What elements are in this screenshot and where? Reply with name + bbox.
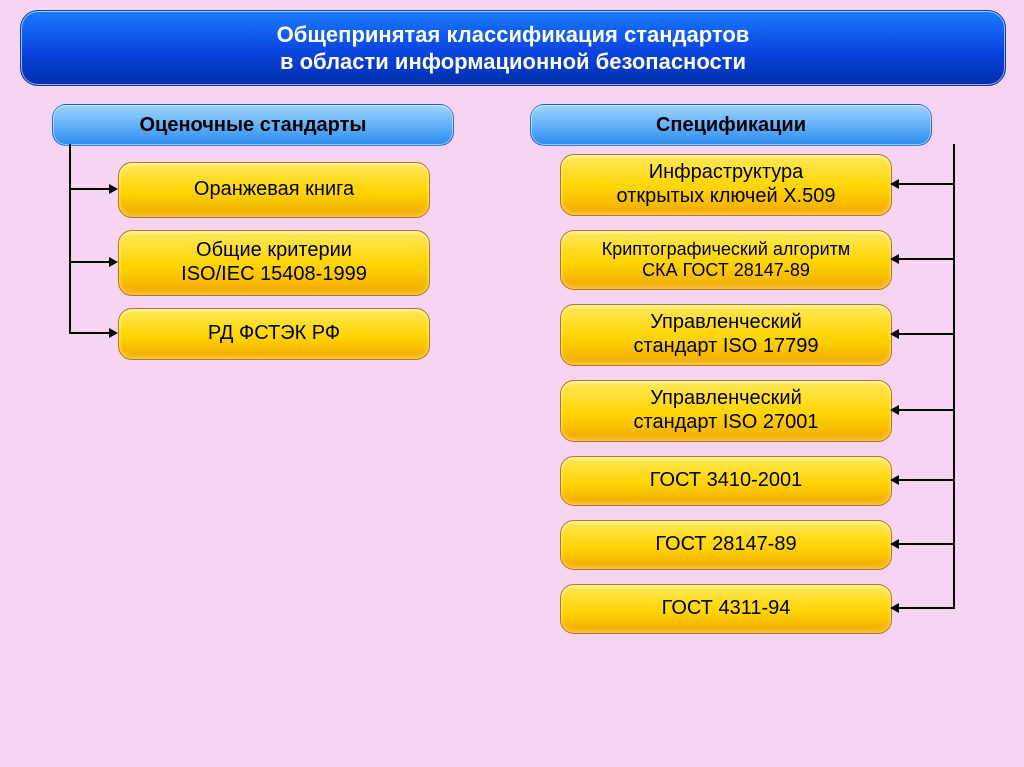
connector-h — [70, 261, 109, 263]
item-box-right-0: Инфраструктураоткрытых ключей Х.509 — [560, 154, 892, 216]
connector-arrow — [109, 328, 118, 338]
connector-arrow — [890, 475, 899, 485]
item-box-right-6: ГОСТ 4311-94 — [560, 584, 892, 634]
title-line1: Общепринятая классификация стандартов — [277, 21, 750, 49]
item-label: Управленческий — [650, 387, 802, 411]
connector-h — [899, 607, 954, 609]
connector-v — [69, 144, 71, 334]
category-header-specifications: Спецификации — [530, 104, 932, 146]
item-label: СКА ГОСТ 28147-89 — [642, 260, 810, 281]
connector-arrow — [109, 184, 118, 194]
item-box-right-2: Управленческийстандарт ISO 17799 — [560, 304, 892, 366]
connector-arrow — [890, 539, 899, 549]
item-label: Инфраструктура — [649, 161, 804, 185]
connector-h — [70, 332, 109, 334]
connector-h — [899, 409, 954, 411]
item-label: РД ФСТЭК РФ — [208, 322, 340, 346]
connector-arrow — [890, 603, 899, 613]
item-box-right-1: Криптографический алгоритмСКА ГОСТ 28147… — [560, 230, 892, 290]
item-box-left-2: РД ФСТЭК РФ — [118, 308, 430, 360]
connector-arrow — [890, 179, 899, 189]
connector-arrow — [890, 254, 899, 264]
connector-h — [899, 183, 954, 185]
connector-h — [899, 543, 954, 545]
category-header-evaluation-label: Оценочные стандарты — [140, 114, 367, 137]
item-box-left-1: Общие критерииISO/IEC 15408-1999 — [118, 230, 430, 296]
title-banner: Общепринятая классификация стандартов в … — [20, 10, 1006, 86]
category-header-evaluation: Оценочные стандарты — [52, 104, 454, 146]
item-box-left-0: Оранжевая книга — [118, 162, 430, 218]
item-label: стандарт ISO 27001 — [634, 411, 819, 435]
item-box-right-3: Управленческийстандарт ISO 27001 — [560, 380, 892, 442]
item-box-right-4: ГОСТ 3410-2001 — [560, 456, 892, 506]
connector-h — [899, 479, 954, 481]
title-line2: в области информационной безопасности — [280, 48, 746, 76]
item-label: ГОСТ 3410-2001 — [650, 469, 802, 493]
connector-h — [899, 258, 954, 260]
item-label: ГОСТ 28147-89 — [655, 533, 796, 557]
connector-h — [899, 333, 954, 335]
connector-arrow — [890, 405, 899, 415]
item-box-right-5: ГОСТ 28147-89 — [560, 520, 892, 570]
item-label: открытых ключей Х.509 — [617, 185, 836, 209]
connector-h — [70, 188, 109, 190]
item-label: стандарт ISO 17799 — [634, 335, 819, 359]
item-label: Криптографический алгоритм — [602, 239, 851, 260]
item-label: ГОСТ 4311-94 — [662, 597, 791, 621]
category-header-specifications-label: Спецификации — [656, 114, 806, 137]
connector-v — [953, 144, 955, 609]
item-label: Общие критерии — [196, 239, 352, 263]
item-label: ISO/IEC 15408-1999 — [181, 263, 367, 287]
item-label: Оранжевая книга — [194, 178, 354, 202]
item-label: Управленческий — [650, 311, 802, 335]
connector-arrow — [109, 257, 118, 267]
connector-arrow — [890, 329, 899, 339]
